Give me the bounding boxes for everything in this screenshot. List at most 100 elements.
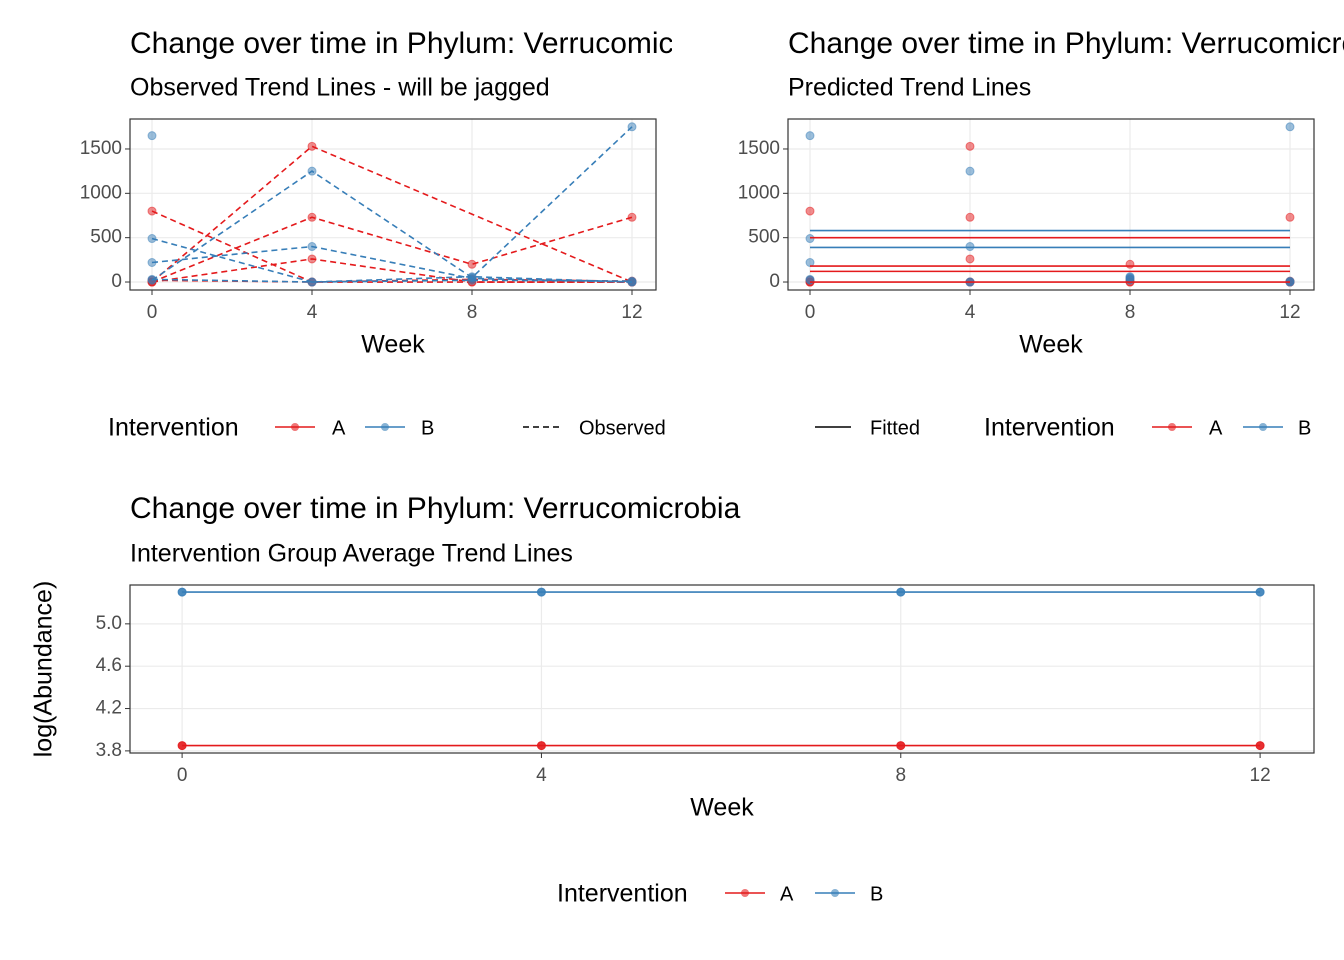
x-tick-label: 4 bbox=[307, 302, 318, 323]
data-point bbox=[147, 274, 157, 284]
y-tick-label: 5.0 bbox=[96, 613, 122, 634]
data-point bbox=[307, 254, 317, 264]
data-point bbox=[1255, 587, 1265, 597]
trend-line bbox=[151, 216, 633, 283]
y-tick-label: 3.8 bbox=[96, 740, 122, 761]
legend-label: A bbox=[332, 417, 346, 439]
data-point bbox=[805, 234, 815, 244]
data-point bbox=[627, 122, 637, 132]
x-tick-label: 12 bbox=[1250, 765, 1271, 786]
legend-title: Intervention bbox=[984, 414, 1115, 442]
panel-text: Change over time in Phylum: Verrucomicro… bbox=[108, 27, 741, 442]
y-tick-label: 0 bbox=[769, 271, 780, 292]
data-point bbox=[536, 741, 546, 751]
data-point bbox=[1125, 275, 1135, 285]
legend-key-point bbox=[381, 423, 389, 431]
legend-label: B bbox=[1298, 417, 1311, 439]
data-point bbox=[1255, 741, 1265, 751]
legend-key-point bbox=[1168, 423, 1176, 431]
panel: Change over time in Phylum: Verrucomicro… bbox=[738, 27, 1344, 442]
data-point bbox=[965, 141, 975, 151]
legend-label: A bbox=[780, 883, 794, 905]
plot-border bbox=[129, 118, 657, 291]
data-point bbox=[147, 206, 157, 216]
x-tick-label: 12 bbox=[1279, 302, 1300, 323]
chart-subtitle: Observed Trend Lines - will be jagged bbox=[130, 74, 550, 102]
trend-line bbox=[151, 126, 633, 281]
data-point bbox=[1125, 259, 1135, 269]
data-point bbox=[147, 131, 157, 141]
y-tick-label: 1000 bbox=[80, 182, 122, 203]
y-tick-label: 500 bbox=[90, 227, 122, 248]
data-point bbox=[805, 206, 815, 216]
trend-line bbox=[151, 237, 633, 283]
data-point bbox=[536, 587, 546, 597]
panel: Change over time in Phylum: Verrucomicro… bbox=[80, 27, 741, 442]
trend-line bbox=[151, 258, 632, 283]
chart-subtitle: Intervention Group Average Trend Lines bbox=[130, 540, 573, 568]
x-tick-label: 0 bbox=[805, 302, 816, 323]
data-point bbox=[1285, 212, 1295, 222]
x-tick-label: 0 bbox=[147, 302, 158, 323]
x-axis-title: Week bbox=[361, 331, 425, 359]
plot-border bbox=[787, 118, 1315, 291]
x-tick-label: 0 bbox=[177, 765, 188, 786]
data-point bbox=[307, 277, 317, 287]
chart-title: Change over time in Phylum: Verrucomicro… bbox=[788, 27, 1344, 60]
x-tick-label: 8 bbox=[1125, 302, 1136, 323]
data-point bbox=[896, 587, 906, 597]
data-point bbox=[896, 741, 906, 751]
data-point bbox=[147, 258, 157, 268]
data-point bbox=[467, 275, 477, 285]
data-point bbox=[965, 212, 975, 222]
data-point bbox=[177, 587, 187, 597]
x-tick-label: 4 bbox=[536, 765, 547, 786]
trend-line bbox=[151, 145, 633, 283]
chart-title: Change over time in Phylum: Verrucomicro… bbox=[130, 27, 741, 60]
chart-title: Change over time in Phylum: Verrucomicro… bbox=[130, 492, 741, 525]
data-point bbox=[147, 234, 157, 244]
plot-background bbox=[788, 119, 1314, 290]
legend-label: Observed bbox=[579, 417, 666, 439]
plot-background bbox=[130, 119, 656, 290]
y-tick-label: 1500 bbox=[80, 138, 122, 159]
y-axis-title: log(Abundance) bbox=[30, 581, 58, 758]
data-point bbox=[965, 254, 975, 264]
data-point bbox=[307, 242, 317, 252]
panel-text: Change over time in Phylum: Verrucomicro… bbox=[788, 27, 1344, 442]
y-tick-label: 4.6 bbox=[96, 655, 122, 676]
data-point bbox=[307, 166, 317, 176]
panel-text: Change over time in Phylum: Verrucomicro… bbox=[130, 492, 883, 908]
data-point bbox=[1285, 122, 1295, 132]
legend-label: B bbox=[870, 883, 883, 905]
data-point bbox=[467, 259, 477, 269]
y-tick-label: 1500 bbox=[738, 138, 780, 159]
panel: Change over time in Phylum: Verrucomicro… bbox=[30, 492, 1315, 908]
y-tick-label: 4.2 bbox=[96, 698, 122, 719]
data-point bbox=[1285, 276, 1295, 286]
legend-title: Intervention bbox=[108, 414, 239, 442]
data-point bbox=[805, 131, 815, 141]
data-point bbox=[177, 741, 187, 751]
legend-key-point bbox=[1259, 423, 1267, 431]
data-point bbox=[307, 141, 317, 151]
chart-subtitle: Predicted Trend Lines bbox=[788, 74, 1031, 102]
trend-line bbox=[151, 278, 633, 283]
x-tick-label: 8 bbox=[895, 765, 906, 786]
legend-title: Intervention bbox=[557, 880, 688, 908]
data-point bbox=[965, 166, 975, 176]
y-tick-label: 0 bbox=[111, 271, 122, 292]
legend-label: Fitted bbox=[870, 417, 920, 439]
x-tick-label: 8 bbox=[467, 302, 478, 323]
x-tick-label: 12 bbox=[621, 302, 642, 323]
plot-background bbox=[130, 585, 1314, 753]
legend-key-point bbox=[291, 423, 299, 431]
legend-label: A bbox=[1209, 417, 1223, 439]
legend-key-point bbox=[831, 889, 839, 897]
legend-key-point bbox=[741, 889, 749, 897]
plot-border bbox=[129, 584, 1315, 754]
x-axis-title: Week bbox=[690, 794, 754, 822]
legend-label: B bbox=[421, 417, 434, 439]
